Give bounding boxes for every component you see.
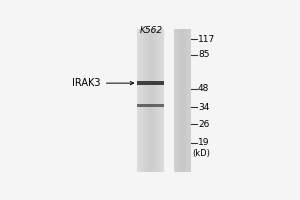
- Text: 117: 117: [198, 35, 215, 44]
- Bar: [163, 29, 164, 172]
- Bar: [137, 104, 164, 107]
- Bar: [190, 29, 191, 172]
- Bar: [159, 29, 160, 172]
- Bar: [151, 29, 152, 172]
- Bar: [174, 29, 175, 172]
- Bar: [179, 29, 180, 172]
- Bar: [156, 29, 157, 172]
- Bar: [181, 29, 182, 172]
- Bar: [139, 29, 140, 172]
- Bar: [137, 81, 164, 85]
- Bar: [147, 29, 148, 172]
- Bar: [161, 29, 162, 172]
- Bar: [140, 29, 141, 172]
- Text: 34: 34: [198, 103, 209, 112]
- Bar: [176, 29, 177, 172]
- Bar: [189, 29, 190, 172]
- Bar: [177, 29, 178, 172]
- Text: 19: 19: [198, 138, 209, 147]
- Bar: [143, 29, 144, 172]
- Bar: [153, 29, 154, 172]
- Text: 48: 48: [198, 84, 209, 93]
- Bar: [184, 29, 185, 172]
- Bar: [162, 29, 163, 172]
- Bar: [157, 29, 158, 172]
- Bar: [137, 29, 138, 172]
- Text: 85: 85: [198, 50, 209, 59]
- Text: IRAK3: IRAK3: [72, 78, 134, 88]
- Bar: [160, 29, 161, 172]
- Bar: [188, 29, 189, 172]
- Bar: [154, 29, 155, 172]
- Bar: [144, 29, 145, 172]
- Bar: [160, 29, 161, 172]
- Bar: [173, 29, 191, 172]
- Text: (kD): (kD): [192, 149, 210, 158]
- Bar: [186, 29, 187, 172]
- Bar: [155, 29, 156, 172]
- Bar: [175, 29, 176, 172]
- Bar: [182, 29, 183, 172]
- Bar: [185, 29, 186, 172]
- Bar: [146, 29, 147, 172]
- Bar: [148, 29, 149, 172]
- Bar: [139, 83, 163, 84]
- Bar: [150, 29, 151, 172]
- Bar: [183, 29, 184, 172]
- Bar: [137, 29, 164, 172]
- Bar: [173, 29, 174, 172]
- Text: K562: K562: [139, 26, 162, 35]
- Bar: [149, 29, 150, 172]
- Bar: [152, 29, 153, 172]
- Bar: [141, 29, 142, 172]
- Bar: [158, 29, 159, 172]
- Bar: [138, 29, 139, 172]
- Text: 26: 26: [198, 120, 209, 129]
- Bar: [187, 29, 188, 172]
- Bar: [178, 29, 179, 172]
- Bar: [145, 29, 146, 172]
- Bar: [142, 29, 143, 172]
- Bar: [180, 29, 181, 172]
